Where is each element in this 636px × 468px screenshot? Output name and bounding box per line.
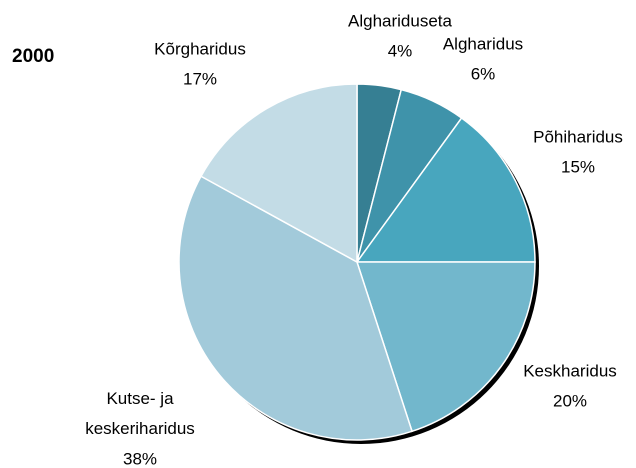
slice-label: Põhiharidus <box>533 127 623 146</box>
slice-value: 38% <box>123 449 157 468</box>
slice-value: 20% <box>553 391 587 410</box>
slice-value: 6% <box>471 64 496 83</box>
pie-slice <box>199 83 358 264</box>
slice-value: 4% <box>388 41 413 60</box>
slice-value: 15% <box>561 157 595 176</box>
slice-label: Kõrgharidus <box>154 39 246 58</box>
slice-value: 17% <box>183 69 217 88</box>
slice-label: Algharidusеta <box>348 11 453 30</box>
chart-title: 2000 <box>12 46 54 67</box>
slice-label: Kutse- ja keskeriharidus <box>85 389 195 438</box>
slice-label: Algharidus <box>443 34 523 53</box>
slice-label: Keskharidus <box>523 361 617 380</box>
pie-slice <box>355 116 536 263</box>
pie-slice <box>355 261 536 433</box>
pie-slice <box>178 175 413 441</box>
